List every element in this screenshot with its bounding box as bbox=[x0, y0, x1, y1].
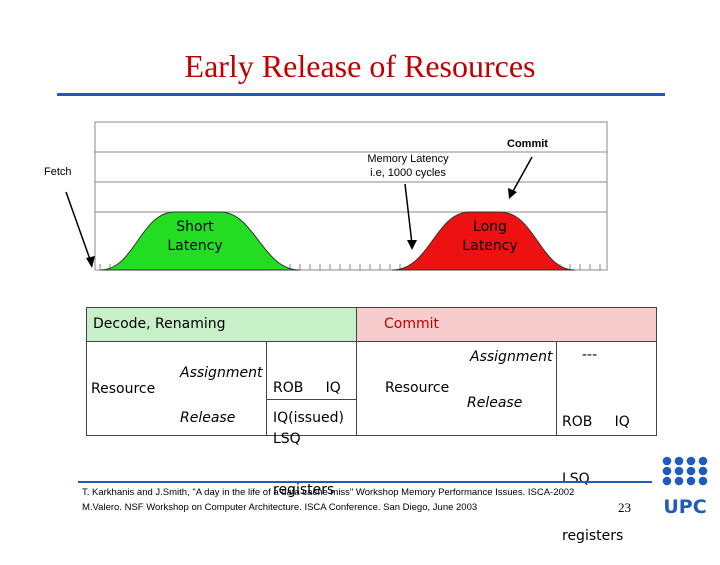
commit-header: Commit bbox=[357, 307, 657, 342]
right-release-label: Release bbox=[467, 395, 523, 411]
upc-logo-dot bbox=[698, 476, 708, 486]
right-resource-label: Resource bbox=[385, 380, 450, 396]
footer-rule bbox=[78, 481, 652, 483]
commit-header-text: Commit bbox=[384, 316, 439, 332]
right-release-value-line1: ROB IQ bbox=[562, 414, 630, 430]
decode-renaming-header-text: Decode, Renaming bbox=[93, 316, 226, 332]
upc-logo-dot bbox=[662, 456, 672, 466]
left-assignment-value-line1: ROB IQ bbox=[273, 380, 341, 396]
short-latency-label: Short Latency bbox=[160, 218, 230, 256]
left-resource-label: Resource bbox=[91, 381, 156, 397]
commit-arrow bbox=[511, 156, 533, 194]
commit-col-divider bbox=[556, 342, 557, 436]
long-latency-line1: Long bbox=[473, 219, 507, 235]
upc-logo-text: UPC bbox=[663, 496, 706, 517]
right-assignment-label: Assignment bbox=[470, 349, 553, 365]
long-latency-hump bbox=[391, 211, 576, 271]
title-underline bbox=[57, 93, 665, 96]
memory-latency-arrow bbox=[404, 183, 413, 245]
page-number: 23 bbox=[618, 500, 631, 515]
fetch-label: Fetch bbox=[44, 166, 72, 178]
slide-title: Early Release of Resources bbox=[184, 48, 536, 84]
decode-table-inner-line bbox=[86, 342, 89, 436]
short-latency-line1: Short bbox=[176, 219, 214, 235]
upc-logo-dot bbox=[686, 456, 696, 466]
left-release-value: IQ(issued) bbox=[273, 410, 344, 426]
left-assignment-label: Assignment bbox=[180, 365, 263, 381]
long-latency-label: Long Latency bbox=[455, 218, 525, 256]
left-assignment-value: ROB IQ LSQ registers bbox=[273, 346, 341, 516]
upc-logo-dot bbox=[686, 476, 696, 486]
upc-logo-dot bbox=[698, 466, 708, 476]
memory-latency-arrowhead bbox=[407, 240, 417, 250]
left-assignment-value-line2: LSQ bbox=[273, 431, 301, 447]
right-assignment-value: --- bbox=[582, 347, 598, 363]
commit-label: Commit bbox=[507, 138, 548, 150]
memory-latency-line2: i.e, 1000 cycles bbox=[370, 167, 446, 179]
latency-timeline-diagram bbox=[65, 121, 608, 271]
fetch-arrow bbox=[65, 191, 93, 266]
decode-renaming-header: Decode, Renaming bbox=[86, 307, 357, 342]
left-release-label: Release bbox=[180, 410, 236, 426]
upc-logo-dot bbox=[674, 456, 684, 466]
upc-logo-dot bbox=[674, 466, 684, 476]
decode-col-divider bbox=[266, 342, 267, 436]
upc-logo: UPC bbox=[662, 456, 708, 517]
decode-right-border bbox=[356, 342, 357, 436]
left-assignment-value-line3: registers bbox=[273, 482, 335, 498]
upc-logo-dot bbox=[686, 466, 696, 476]
right-release-value: ROB IQ LSQ registers bbox=[562, 375, 630, 565]
right-release-value-line2: LSQ bbox=[562, 471, 590, 487]
decode-row-divider bbox=[266, 399, 357, 400]
memory-latency-line1: Memory Latency bbox=[367, 153, 449, 165]
fetch-arrowhead bbox=[86, 256, 95, 268]
footer-line1: T. Karkhanis and J.Smith, "A day in the … bbox=[82, 487, 575, 498]
upc-logo-dot bbox=[662, 466, 672, 476]
upc-logo-dot bbox=[674, 476, 684, 486]
footer-line2: M.Valero. NSF Workshop on Computer Archi… bbox=[82, 502, 478, 513]
short-latency-hump bbox=[99, 211, 301, 271]
short-latency-line2: Latency bbox=[167, 238, 223, 254]
commit-arrowhead bbox=[508, 188, 517, 199]
footer-citation: T. Karkhanis and J.Smith, "A day in the … bbox=[82, 485, 642, 515]
upc-logo-dot bbox=[698, 456, 708, 466]
upc-logo-dot bbox=[662, 476, 672, 486]
long-latency-line2: Latency bbox=[462, 238, 518, 254]
upc-logo-dots bbox=[662, 456, 708, 486]
right-release-value-line3: registers bbox=[562, 528, 624, 544]
memory-latency-label: Memory Latency i.e, 1000 cycles bbox=[355, 152, 461, 180]
commit-table-body bbox=[357, 342, 657, 436]
